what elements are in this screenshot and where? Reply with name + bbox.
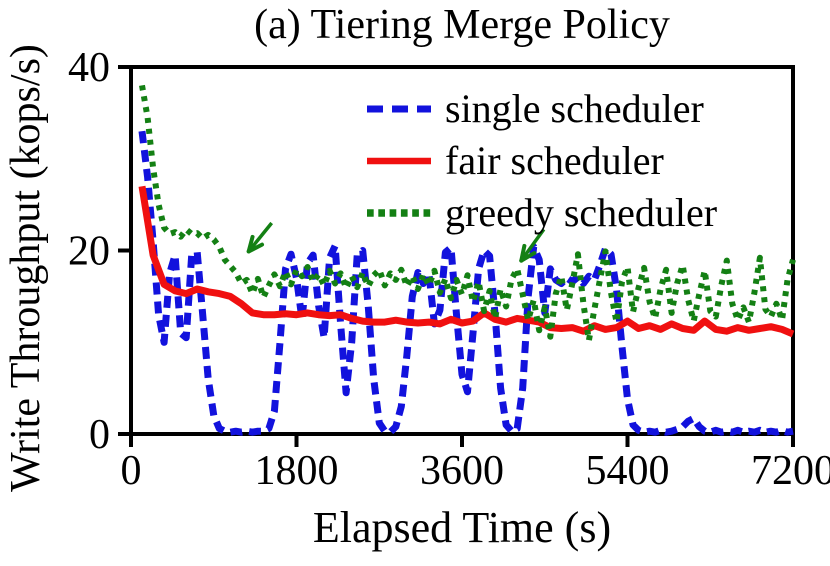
annotation-arrow <box>247 221 274 253</box>
y-tick-label: 40 <box>68 45 110 91</box>
greedy-scheduler-line-sample <box>367 209 431 217</box>
legend: single scheduler fair scheduler greedy s… <box>366 83 717 239</box>
x-tick-label: 0 <box>121 448 142 494</box>
fair-scheduler-line-sample <box>367 157 431 165</box>
legend-label-greedy-scheduler: greedy scheduler <box>445 190 718 235</box>
x-tick-label: 3600 <box>420 448 504 494</box>
series-line-fair-scheduler <box>138 185 795 338</box>
y-tick-label: 20 <box>68 229 110 275</box>
annotation-arrowhead <box>246 234 255 254</box>
y-tick-label: 0 <box>89 412 110 458</box>
legend-item-greedy-scheduler: greedy scheduler <box>366 187 717 239</box>
legend-item-single-scheduler: single scheduler <box>366 83 717 135</box>
x-tick-label: 7200 <box>751 448 830 494</box>
series-line-single-scheduler <box>138 130 794 436</box>
x-tick-label: 5400 <box>586 448 670 494</box>
legend-label-single-scheduler: single scheduler <box>445 86 704 131</box>
annotation-arrowhead <box>519 243 527 263</box>
single-scheduler-line-sample <box>367 105 431 113</box>
x-tick-label: 1800 <box>255 448 339 494</box>
x-axis-label: Elapsed Time (s) <box>312 503 612 552</box>
annotation-arrow <box>519 228 546 262</box>
legend-item-fair-scheduler: fair scheduler <box>366 135 717 187</box>
chart-title: (a) Tiering Merge Policy <box>254 2 670 48</box>
legend-label-fair-scheduler: fair scheduler <box>445 138 664 183</box>
series-line-greedy-scheduler <box>139 84 796 344</box>
